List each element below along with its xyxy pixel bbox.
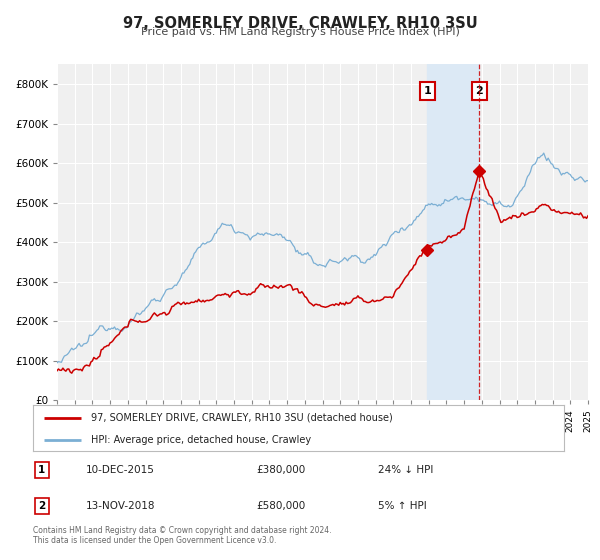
Text: £380,000: £380,000 <box>256 465 305 475</box>
Text: 1: 1 <box>38 465 46 475</box>
Text: 5% ↑ HPI: 5% ↑ HPI <box>378 501 427 511</box>
Text: Price paid vs. HM Land Registry's House Price Index (HPI): Price paid vs. HM Land Registry's House … <box>140 27 460 37</box>
Text: 13-NOV-2018: 13-NOV-2018 <box>86 501 155 511</box>
Text: Contains HM Land Registry data © Crown copyright and database right 2024.: Contains HM Land Registry data © Crown c… <box>33 526 331 535</box>
Text: 2: 2 <box>38 501 46 511</box>
Text: This data is licensed under the Open Government Licence v3.0.: This data is licensed under the Open Gov… <box>33 536 277 545</box>
Text: £580,000: £580,000 <box>256 501 305 511</box>
Text: 2: 2 <box>476 86 484 96</box>
Text: 97, SOMERLEY DRIVE, CRAWLEY, RH10 3SU (detached house): 97, SOMERLEY DRIVE, CRAWLEY, RH10 3SU (d… <box>91 413 393 423</box>
Text: HPI: Average price, detached house, Crawley: HPI: Average price, detached house, Craw… <box>91 435 311 445</box>
Text: 1: 1 <box>424 86 431 96</box>
Text: 24% ↓ HPI: 24% ↓ HPI <box>378 465 434 475</box>
Text: 97, SOMERLEY DRIVE, CRAWLEY, RH10 3SU: 97, SOMERLEY DRIVE, CRAWLEY, RH10 3SU <box>122 16 478 31</box>
Text: 10-DEC-2015: 10-DEC-2015 <box>86 465 155 475</box>
Bar <box>427 64 479 400</box>
